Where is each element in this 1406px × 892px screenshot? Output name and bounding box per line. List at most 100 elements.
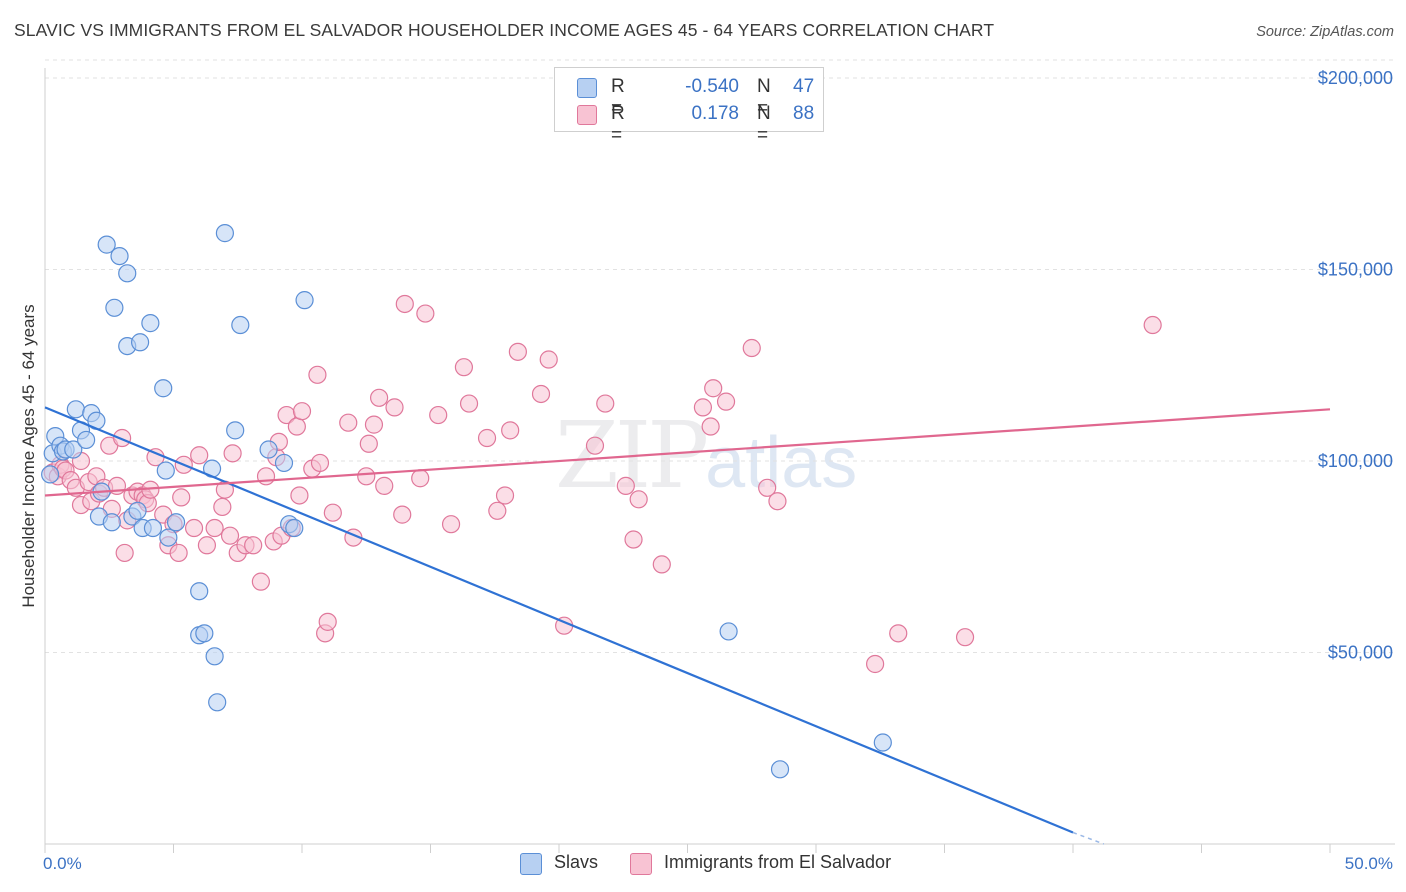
el-salvador-point (310, 453, 330, 473)
el-salvador-point (287, 417, 306, 436)
el-salvador-point (701, 417, 720, 436)
el-salvador-point (501, 421, 520, 440)
el-salvador-point (323, 503, 342, 522)
el-salvador-point (495, 486, 515, 505)
el-salvador-point (190, 446, 209, 465)
x-tick-label-min: 0.0% (43, 854, 82, 873)
slavs-point (208, 693, 227, 712)
legend-swatch-el-salvador (577, 105, 597, 125)
el-salvador-point (693, 398, 713, 417)
el-salvador-point (184, 518, 204, 538)
slavs-point (195, 624, 214, 643)
el-salvador-point (220, 526, 240, 545)
el-salvador-point (477, 428, 497, 448)
el-salvador-point (716, 392, 736, 411)
el-salvador-point (197, 536, 217, 555)
el-salvador-point (889, 624, 908, 643)
el-salvador-point (115, 543, 134, 563)
el-salvador-point (244, 536, 263, 555)
bottom-legend-label-el-salvador: Immigrants from El Salvador (664, 852, 892, 872)
el-salvador-point (213, 497, 232, 517)
slavs-point (205, 647, 224, 666)
slavs-point (66, 400, 85, 419)
slavs-trend-line (44, 406, 1074, 834)
el-salvador-point (308, 365, 327, 384)
el-salvador-point (172, 488, 191, 507)
legend-n-label: N = (757, 103, 771, 146)
el-salvador-point (393, 505, 412, 524)
el-salvador-point (359, 434, 378, 453)
el-salvador-point (292, 402, 312, 421)
el-salvador-point (758, 478, 777, 497)
legend-r-label: R = (611, 103, 625, 146)
slavs-point (190, 582, 209, 601)
el-salvador-point (385, 398, 404, 417)
el-salvador-point (1143, 315, 1162, 335)
y-tick-label: $150,000 (1318, 260, 1393, 280)
slavs-point (110, 246, 129, 266)
slavs-point (128, 501, 147, 520)
el-salvador-point (375, 476, 394, 495)
slavs-point (143, 518, 163, 538)
legend-swatch-slavs (577, 78, 597, 98)
slavs-point (231, 315, 250, 335)
slavs-point (166, 513, 186, 532)
slavs-point (215, 224, 234, 243)
el-salvador-point (488, 501, 507, 520)
legend-r-label: R = (611, 76, 625, 119)
el-salvador-point (596, 394, 615, 413)
slavs-point (259, 440, 278, 459)
correlation-legend: R = -0.540 N = 47 R = 0.178 N = 88 (554, 67, 824, 146)
x-tick-label-max: 50.0% (1345, 854, 1393, 873)
source-label: Source: ZipAtlas.com (1256, 24, 1394, 40)
chart-title: SLAVIC VS IMMIGRANTS FROM EL SALVADOR HO… (14, 20, 995, 40)
el-salvador-point (339, 413, 358, 432)
el-salvador-point (395, 294, 414, 314)
el-salvador-point (251, 572, 270, 591)
slavs-point (41, 465, 60, 484)
slavs-point (770, 760, 790, 779)
slavs-point (64, 440, 83, 459)
slavs-point (159, 528, 178, 547)
slavs-point (285, 518, 304, 538)
el-salvador-point (742, 338, 761, 358)
slavs-point (118, 264, 137, 283)
el-salvador-point (416, 304, 435, 323)
y-tick-label: $200,000 (1318, 68, 1393, 88)
slavs-point (274, 453, 294, 473)
slavs-point (226, 421, 245, 440)
slavs-point (102, 513, 121, 532)
el-salvador-point (223, 444, 242, 463)
el-salvador-point (318, 612, 337, 631)
el-salvador-point (364, 415, 384, 434)
el-salvador-point (585, 436, 605, 455)
el-salvador-point (652, 555, 671, 574)
el-salvador-point (616, 476, 635, 495)
slavs-point (141, 314, 160, 333)
slavs-trend-line-extension (1072, 831, 1105, 845)
el-salvador-point (370, 388, 389, 407)
el-salvador-point (866, 654, 885, 674)
legend-n-label: N = (757, 76, 771, 119)
el-salvador-point (429, 405, 448, 425)
el-salvador-point (454, 358, 474, 377)
el-salvador-point (441, 515, 461, 534)
el-salvador-point (411, 469, 430, 488)
el-salvador-point (256, 467, 276, 486)
slavs-point (97, 235, 116, 254)
el-salvador-point (357, 467, 376, 486)
slavs-point (873, 733, 892, 752)
bottom-legend-swatch-el-salvador (630, 853, 652, 875)
el-salvador-point (624, 530, 643, 549)
el-salvador-point (539, 350, 558, 369)
legend-n-value: 47 (793, 76, 815, 97)
el-salvador-point (205, 518, 224, 538)
legend-n-value: 88 (793, 103, 815, 124)
bottom-legend-swatch-slavs (520, 853, 542, 875)
el-salvador-point (112, 428, 132, 448)
el-salvador-point (768, 492, 787, 511)
watermark-atlas: atlas (705, 423, 858, 503)
el-salvador-point (290, 486, 309, 505)
slavs-point (130, 333, 150, 352)
